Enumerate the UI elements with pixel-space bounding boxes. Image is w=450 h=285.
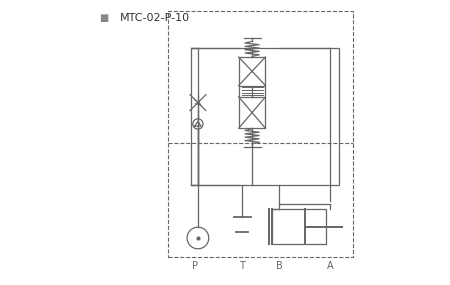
Text: T: T (239, 261, 245, 271)
Text: ■: ■ (99, 13, 109, 23)
Text: MTC-02-P-10: MTC-02-P-10 (120, 13, 190, 23)
Text: P: P (192, 261, 198, 271)
Text: B: B (276, 261, 283, 271)
Text: A: A (327, 261, 334, 271)
